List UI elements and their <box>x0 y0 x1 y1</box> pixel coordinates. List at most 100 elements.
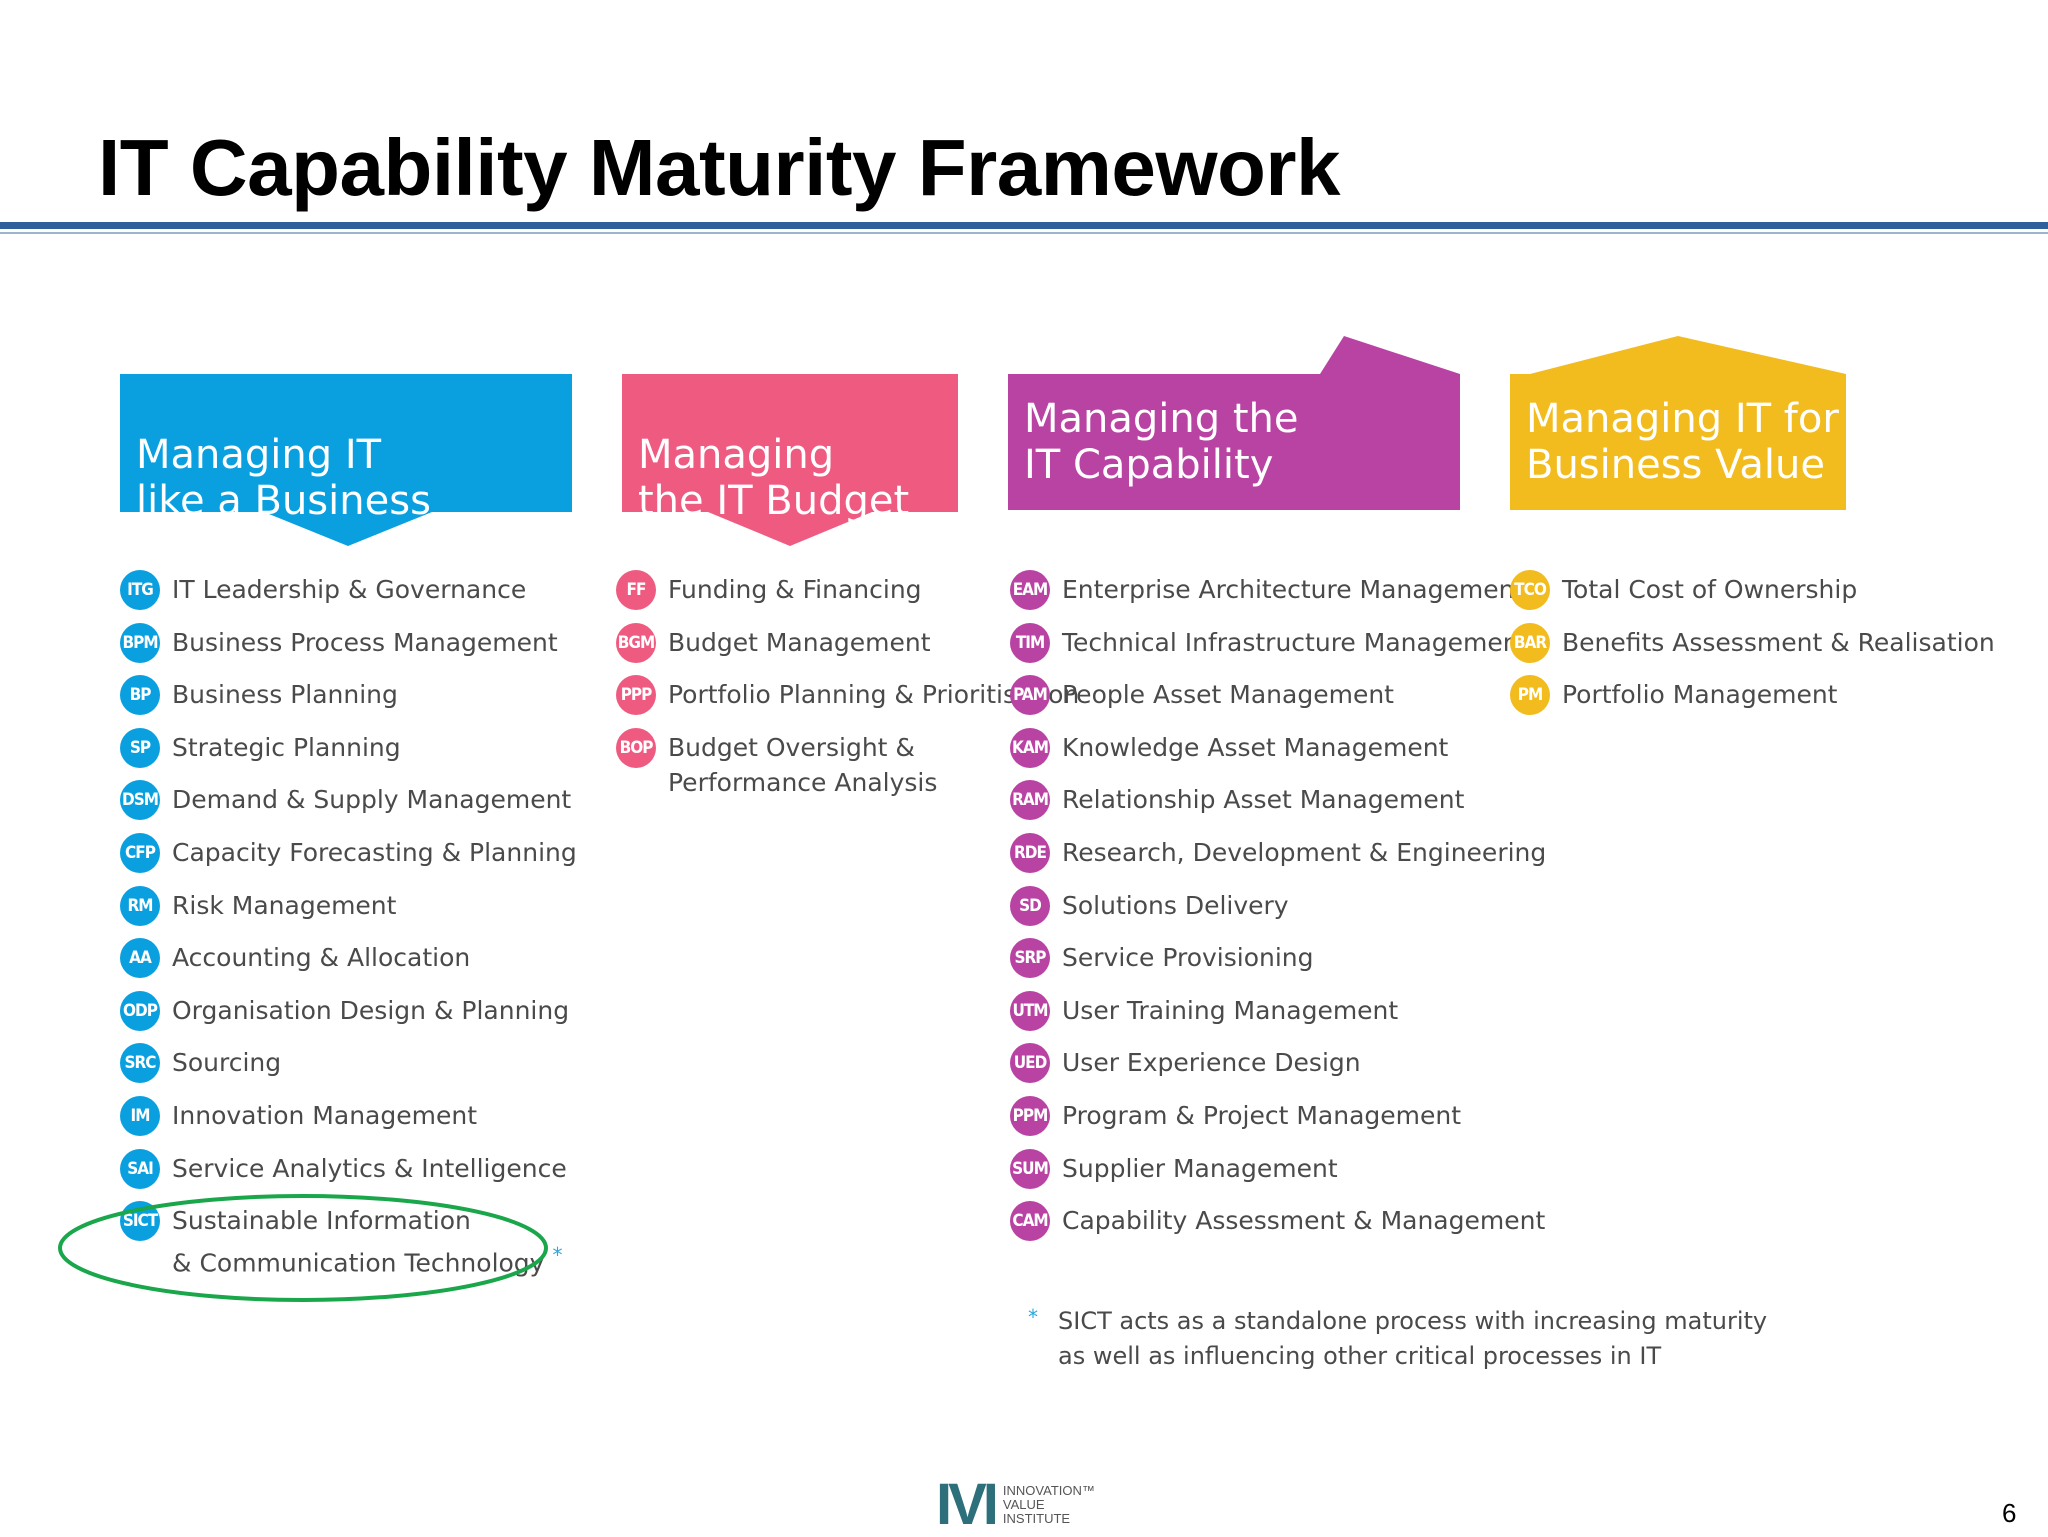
header-managing-the-it-capability: Managing the IT Capability <box>1008 336 1460 512</box>
item-label-line-2: & Communication Technology * <box>172 1238 562 1280</box>
logo-text: INNOVATION™ VALUE INSTITUTE <box>1003 1484 1095 1526</box>
header-line-1: Managing IT <box>136 432 382 478</box>
item-label-line-2-text: & Communication Technology <box>172 1248 545 1278</box>
header-managing-it-for-business-value: Managing IT for Business Value <box>1510 336 1846 512</box>
header-line-1: Managing IT for <box>1526 396 1839 442</box>
badge-ued: UED <box>1010 1043 1050 1084</box>
header-line-2: IT Capability <box>1024 442 1274 488</box>
badge-im: IM <box>120 1095 160 1136</box>
item-label: Sourcing <box>172 1048 282 1078</box>
item-label: Knowledge Asset Management <box>1062 732 1449 762</box>
badge-pam: PAM <box>1010 675 1050 716</box>
badge-dsm: DSM <box>120 780 160 821</box>
item-label: Relationship Asset Management <box>1062 785 1465 815</box>
item-label: Organisation Design & Planning <box>172 995 570 1025</box>
item-label: Strategic Planning <box>172 732 401 762</box>
item-label: Enterprise Architecture Management <box>1062 575 1525 604</box>
item-label: Portfolio Management <box>1562 680 1838 710</box>
item-label: People Asset Management <box>1062 680 1394 710</box>
badge-itg: ITG <box>120 570 160 610</box>
item-label: Accounting & Allocation <box>172 943 471 973</box>
badge-sp: SP <box>120 727 160 768</box>
header-text: Managing IT like a Business <box>136 432 431 524</box>
badge-eam: EAM <box>1010 570 1050 610</box>
logo-line-1: INNOVATION™ <box>1002 1483 1095 1498</box>
slide-title: IT Capability Maturity Framework <box>98 123 1341 212</box>
header-line-1: Managing the <box>1024 396 1299 442</box>
footnote-marker: * <box>552 1243 563 1268</box>
badge-ff: FF <box>616 570 656 610</box>
badge-sd: SD <box>1010 885 1050 926</box>
item-label: User Experience Design <box>1062 1048 1361 1078</box>
badge-sai: SAI <box>120 1148 160 1189</box>
item-label: IT Leadership & Governance <box>172 575 527 604</box>
item-label: Research, Development & Engineering <box>1062 837 1547 867</box>
badge-cfp: CFP <box>120 832 160 873</box>
item-label: Sustainable Information & Communication … <box>172 1203 562 1280</box>
item-label: Technical Infrastructure Management <box>1062 627 1529 657</box>
item-label: Benefits Assessment & Realisation <box>1562 627 1995 657</box>
header-shape <box>1510 336 1846 510</box>
item-label: Service Analytics & Intelligence <box>172 1153 567 1183</box>
title-rule-thin <box>0 232 2048 234</box>
item-label: Business Planning <box>172 680 398 710</box>
badge-src: SRC <box>120 1043 160 1084</box>
highlight-ellipse <box>58 1194 548 1302</box>
logo-line-3: INSTITUTE <box>1002 1511 1071 1526</box>
badge-rm: RM <box>120 885 160 926</box>
badge-pm: PM <box>1510 675 1550 716</box>
header-text: Managing the IT Budget <box>638 432 909 524</box>
item-label-line-2: Performance Analysis <box>668 767 938 797</box>
badge-cam: CAM <box>1010 1201 1050 1242</box>
header-shape <box>120 374 572 546</box>
item-label: Budget Management <box>668 627 931 657</box>
item-label-line-1: Budget Oversight & <box>668 732 915 762</box>
badge-tco: TCO <box>1510 570 1550 610</box>
header-line-1: Managing <box>638 432 835 478</box>
logo-mark: IVI <box>936 1472 999 1537</box>
item-label: Capacity Forecasting & Planning <box>172 837 577 867</box>
badge-ppm: PPM <box>1010 1095 1050 1136</box>
item-label: Funding & Financing <box>668 575 922 604</box>
header-line-2: like a Business <box>136 478 431 524</box>
badge-sict: SICT <box>120 1201 160 1242</box>
item-label-line-1: Sustainable Information <box>172 1206 471 1236</box>
header-shape <box>1008 336 1460 510</box>
badge-sum: SUM <box>1010 1148 1050 1189</box>
header-managing-it-like-a-business: Managing IT like a Business <box>120 374 572 548</box>
header-text: Managing IT for Business Value <box>1526 396 1839 488</box>
header-shape <box>622 374 958 546</box>
badge-bar: BAR <box>1510 622 1550 663</box>
badge-rde: RDE <box>1010 832 1050 873</box>
item-label: Innovation Management <box>172 1100 477 1130</box>
item-label: Supplier Management <box>1062 1153 1338 1183</box>
badge-kam: KAM <box>1010 727 1050 768</box>
footnote-line-1: SICT acts as a standalone process with i… <box>1058 1307 1768 1335</box>
logo-line-2: VALUE <box>1002 1497 1045 1512</box>
item-label: Capability Assessment & Management <box>1062 1206 1546 1236</box>
item-label: Demand & Supply Management <box>172 785 572 815</box>
item-label: Risk Management <box>172 890 397 920</box>
badge-bp: BP <box>120 675 160 716</box>
item-label: User Training Management <box>1062 995 1399 1025</box>
item-label: Budget Oversight & Performance Analysis <box>668 730 937 800</box>
badge-odp: ODP <box>120 990 160 1031</box>
badge-bop: BOP <box>616 727 656 768</box>
header-managing-the-it-budget: Managing the IT Budget <box>622 374 958 548</box>
header-text: Managing the IT Capability <box>1024 396 1299 488</box>
ivi-logo: IVI INNOVATION™ VALUE INSTITUTE <box>936 1472 1095 1537</box>
title-rule <box>0 222 2048 229</box>
badge-utm: UTM <box>1010 990 1050 1031</box>
badge-ppp: PPP <box>616 675 656 716</box>
item-label: Business Process Management <box>172 627 558 657</box>
badge-aa: AA <box>120 938 160 979</box>
footnote-marker: * <box>1028 1305 1038 1329</box>
item-label: Program & Project Management <box>1062 1100 1462 1130</box>
item-label: Solutions Delivery <box>1062 890 1289 920</box>
item-label: Service Provisioning <box>1062 943 1314 973</box>
footnote-line-2: as well as influencing other critical pr… <box>1058 1342 1662 1370</box>
badge-bgm: BGM <box>616 622 656 663</box>
footnote: * SICT acts as a standalone process with… <box>1028 1304 1768 1374</box>
badge-ram: RAM <box>1010 780 1050 821</box>
header-line-2: the IT Budget <box>638 478 910 524</box>
